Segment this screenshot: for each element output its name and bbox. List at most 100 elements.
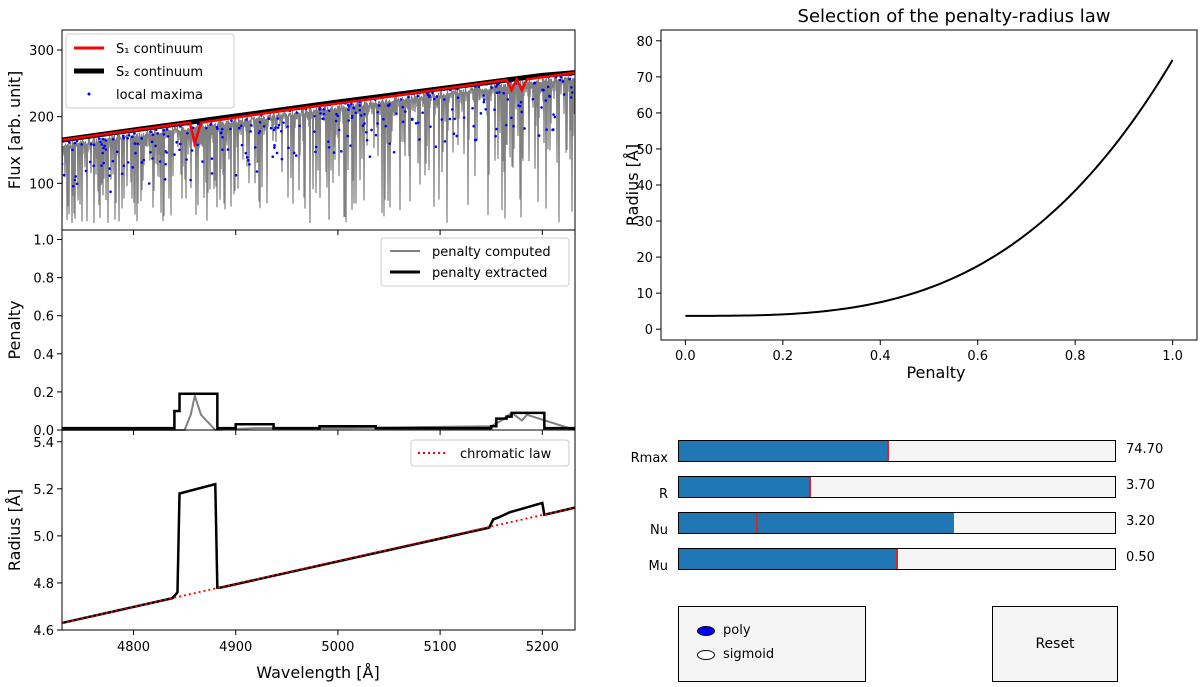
slider-rmax[interactable]: Rmax 74.70 (620, 440, 1180, 480)
local-maximum-point (102, 137, 105, 141)
radio-sigmoid[interactable]: sigmoid (697, 647, 774, 662)
local-maximum-point (474, 138, 478, 142)
local-maximum-point (314, 145, 318, 149)
local-maximum-point (354, 111, 358, 115)
local-maximum-point (276, 126, 280, 129)
local-maximum-point (126, 161, 130, 164)
local-maximum-point (122, 136, 125, 140)
local-maximum-point (127, 133, 131, 137)
local-maximum-point (133, 142, 137, 145)
law-xtick-label: 1.0 (1162, 349, 1183, 364)
local-maximum-point (363, 122, 366, 125)
penalty-legend: penalty computed penalty extracted (380, 237, 570, 287)
local-maximum-point (210, 172, 214, 175)
slider-rmax-value: 74.70 (1126, 442, 1164, 457)
law-ytick-label: 40 (636, 179, 653, 194)
local-maximum-point (189, 178, 192, 182)
slider-rmax-label: Rmax (630, 451, 668, 466)
local-maximum-point (75, 182, 79, 186)
local-maximum-point (165, 127, 169, 131)
slider-r-value: 3.70 (1126, 478, 1155, 493)
local-maximum-point (136, 142, 139, 146)
local-maximum-point (267, 117, 271, 121)
radius-legend: chromatic law (410, 439, 570, 467)
local-maximum-point (365, 131, 368, 134)
local-maximum-point (279, 129, 283, 133)
local-maximum-point (336, 114, 340, 118)
slider-nu-label: Nu (650, 523, 668, 538)
reset-button[interactable]: Reset (992, 606, 1118, 682)
local-maximum-point (378, 104, 381, 107)
local-maximum-point (368, 155, 372, 158)
local-maximum-point (319, 112, 322, 115)
slider-rmax-initial-marker (887, 441, 890, 461)
slider-nu[interactable]: Nu 3.20 (620, 512, 1180, 552)
penalty-ytick-label: 0.4 (33, 348, 54, 363)
slider-r-track[interactable] (678, 476, 1116, 498)
local-maximum-point (156, 132, 160, 135)
local-maximum-point (349, 144, 352, 147)
local-maximum-point (84, 169, 88, 173)
local-maximum-point (239, 124, 243, 128)
local-maximum-point (175, 141, 178, 144)
slider-nu-initial-marker (756, 513, 759, 533)
local-maximum-point (253, 146, 257, 149)
local-maximum-point (277, 123, 281, 127)
slider-mu[interactable]: Mu 0.50 (620, 548, 1180, 588)
local-maximum-point (370, 128, 373, 132)
spectrum-figure: 100 200 300 Flux [arb. unit] S₁ continuum … (5, 29, 576, 682)
local-maximum-point (205, 126, 208, 130)
local-maximum-point (327, 109, 331, 112)
local-maximum-point (346, 134, 350, 138)
local-maximum-point (407, 95, 410, 99)
penalty-ytick-label: 0.0 (33, 424, 54, 439)
radio-sigmoid-indicator[interactable] (697, 649, 715, 660)
local-maximum-point (451, 108, 454, 111)
slider-rmax-track[interactable] (678, 440, 1116, 462)
local-maximum-point (562, 93, 566, 96)
local-maximum-point (365, 138, 369, 142)
local-maximum-point (332, 151, 336, 154)
radio-sigmoid-label: sigmoid (723, 647, 775, 662)
radius-ytick-label: 5.0 (33, 530, 54, 545)
local-maximum-point (484, 107, 488, 111)
local-maximum-point (443, 140, 447, 143)
radio-poly[interactable]: poly (697, 623, 751, 638)
spectrum-line (62, 76, 575, 224)
local-maximum-point (498, 91, 501, 94)
local-maximum-point (282, 121, 285, 124)
slider-mu-label: Mu (648, 559, 668, 574)
local-maximum-point (179, 142, 182, 146)
legend-maxima-swatch (87, 92, 91, 96)
s1-continuum-line (62, 71, 575, 149)
local-maximum-point (150, 140, 154, 144)
local-maximum-point (162, 128, 166, 132)
slider-nu-track[interactable] (678, 512, 1116, 534)
local-maximum-point (298, 124, 301, 128)
slider-r-fill (679, 477, 810, 497)
local-maximum-point (121, 134, 125, 138)
slider-mu-track[interactable] (678, 548, 1116, 570)
local-maximum-point (462, 116, 466, 119)
local-maximum-point (185, 158, 188, 161)
local-maximum-point (102, 146, 105, 150)
local-maximum-point (561, 80, 565, 83)
local-maximum-point (109, 190, 112, 194)
local-maximum-point (376, 110, 380, 114)
local-maximum-point (532, 81, 536, 85)
law-xlabel: Penalty (906, 363, 965, 382)
radio-poly-indicator[interactable] (697, 625, 715, 636)
local-maximum-point (295, 111, 299, 114)
local-maximum-point (237, 126, 241, 130)
local-maximum-point (401, 120, 405, 124)
local-maximum-point (272, 128, 276, 132)
local-maximum-point (164, 162, 167, 166)
local-maximum-point (399, 98, 403, 101)
penalty-ytick-label: 1.0 (33, 234, 54, 249)
local-maximum-point (68, 141, 71, 144)
legend-maxima-label: local maxima (116, 88, 203, 103)
slider-r[interactable]: R 3.70 (620, 476, 1180, 516)
local-maximum-point (140, 161, 144, 164)
law-ytick-label: 70 (636, 71, 653, 86)
local-maximum-point (276, 117, 280, 120)
